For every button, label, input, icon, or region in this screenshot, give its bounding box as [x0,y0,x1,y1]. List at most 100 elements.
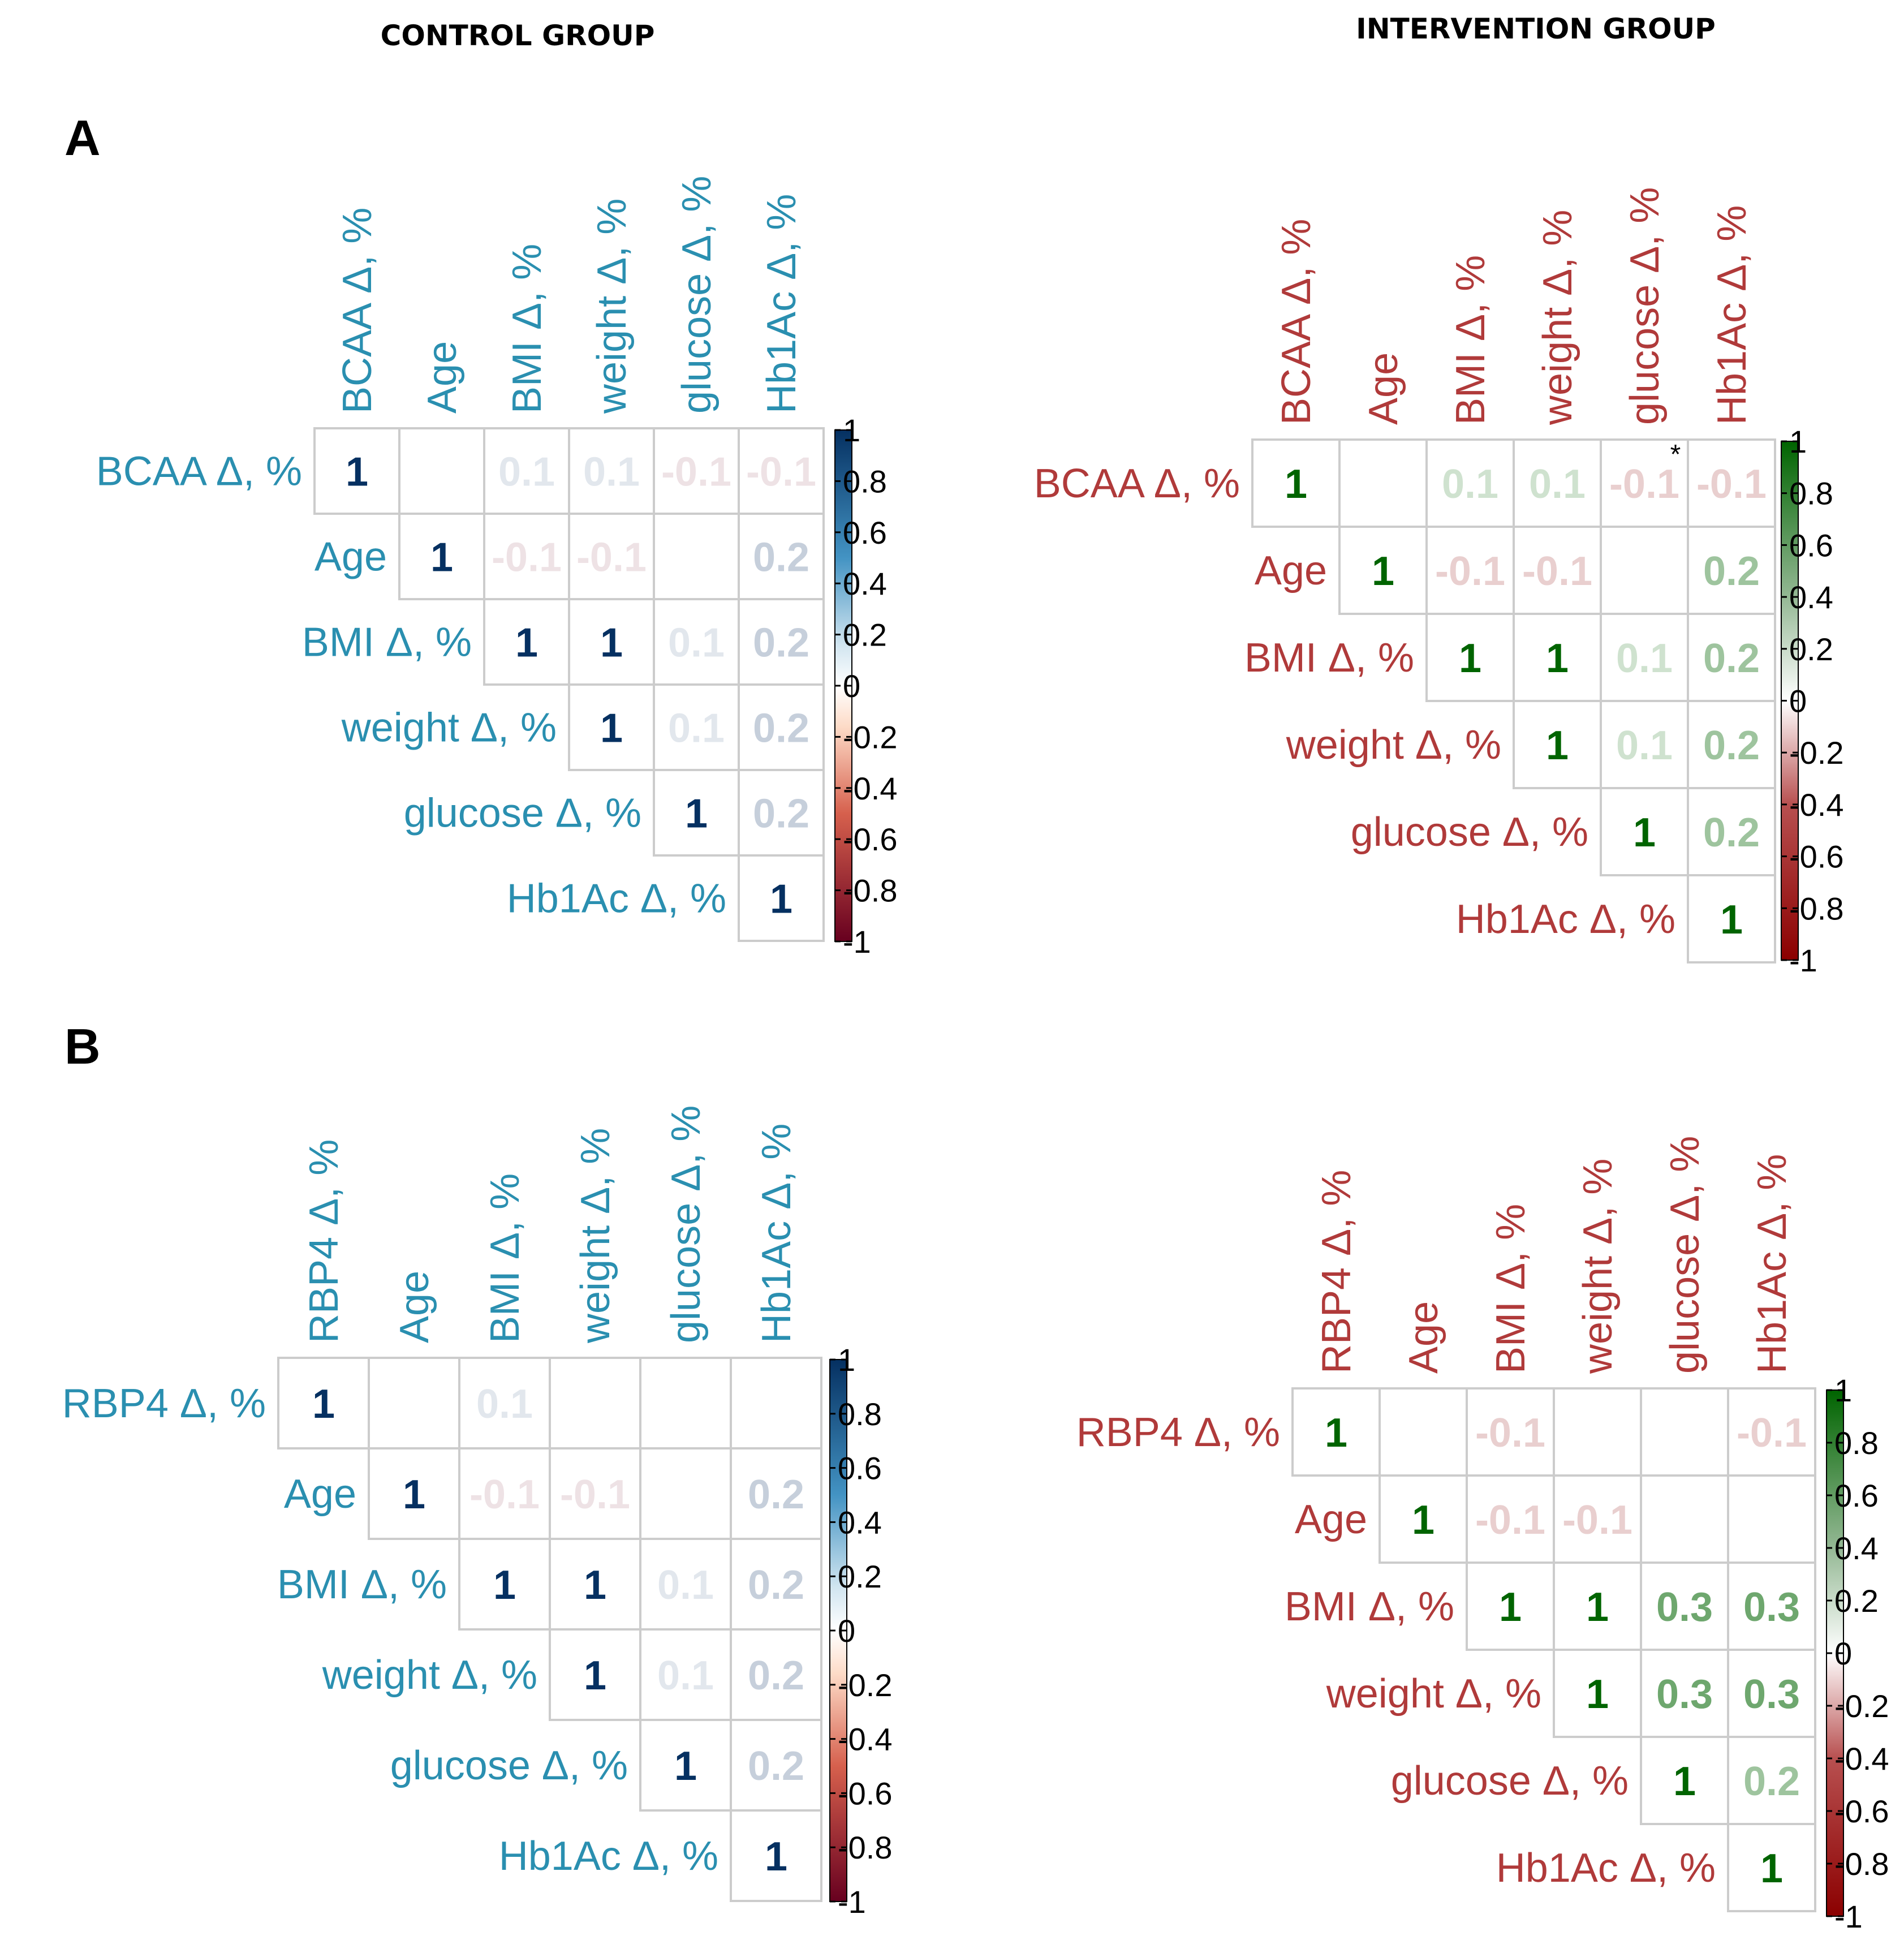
colorbar-tick-label: -0.6 [1789,839,1844,875]
cell-value: -0.1 [1475,1498,1545,1543]
cell-value: -0.1 [576,535,647,580]
cell-value: -0.1 [1562,1498,1632,1543]
cell-value: 0 [1760,1498,1783,1543]
cell-value: 1 [1285,462,1307,507]
column-label: Hb1Ac Δ, % [759,194,804,414]
cell-value: 1 [403,1472,425,1517]
correlation-matrix-a-intervention: 1 0 0.1 0.1 -0.1 -0.1 1 -0.1 -0.1 0 0.2 1 1 0.1 0.2 1 0.… [1034,187,1844,978]
cell-value: 1 [674,1744,697,1789]
colorbar-tick-label: -0.6 [843,821,898,857]
cell-value: 1 [1586,1672,1609,1717]
matrix-cell [1727,1823,1816,1912]
cell-value: 1 [312,1382,335,1427]
cell-value: 0.2 [753,621,809,666]
panel-letter-b: B [64,1018,101,1074]
column-label: Hb1Ac Δ, % [1709,205,1755,425]
colorbar-tick-label: -0.4 [838,1722,893,1757]
row-label: RBP4 Δ, % [62,1381,266,1426]
column-label: Hb1Ac Δ, % [1750,1154,1795,1374]
cell-value: 0 [1412,1410,1435,1456]
column-label: BMI Δ, % [1488,1204,1533,1374]
column-label: Age [392,1271,437,1343]
cell-value: -0.1 [560,1472,630,1517]
colorbar-tick-label: -0.2 [1789,735,1844,771]
row-label: Age [1255,548,1327,593]
panel-letter-a: A [64,110,101,166]
row-label: Age [284,1472,356,1517]
cell-value: -0.1 [746,450,816,495]
column-label: BMI Δ, % [505,244,550,414]
cell-value: 0.3 [1656,1585,1713,1630]
colorbar-tick-label: -1 [1789,943,1817,978]
colorbar-tick-label: 1 [1834,1373,1852,1408]
row-label: RBP4 Δ, % [1076,1410,1280,1455]
colorbar-tick-label: -0.8 [838,1830,893,1865]
matrix-cell [738,854,825,942]
colorbar-tick-label: 0.6 [1834,1478,1879,1513]
colorbar-tick-label: -0.2 [1834,1688,1889,1724]
cell-value: 0 [1673,1498,1696,1543]
colorbar-tick-label: 1 [1789,424,1807,459]
cell-value: 1 [1459,636,1481,681]
colorbar-tick-label: 0.2 [1789,631,1833,667]
cell-value: 0.2 [1703,723,1760,768]
colorbar-tick-label: 0.6 [1789,527,1833,563]
column-label: BMI Δ, % [483,1173,528,1343]
row-label: glucose Δ, % [1391,1758,1629,1804]
column-label: RBP4 Δ, % [1314,1170,1359,1374]
cell-value: 1 [584,1563,606,1608]
row-label: BMI Δ, % [1244,635,1414,681]
colorbar-tick-label: -0.6 [838,1775,893,1811]
colorbar-tick-label: -0.8 [843,873,898,909]
cell-value: 0.2 [748,1744,804,1789]
colorbar-tick-label: -0.6 [1834,1793,1889,1829]
cell-value: 0.2 [748,1653,804,1698]
correlation-matrix-b-intervention: 1 0 -0.1 0 0 -0.1 1 -0.1 -0.1 0 0 1 1 0.3 0.3 1 0.3 0.3 1 0… [1076,1136,1889,1934]
column-label: glucose Δ, % [664,1106,709,1343]
cell-value: 0.2 [753,792,809,837]
correlation-matrix-b-control: 1 0 0.1 0 0 0 1 -0.1 -0.1 0 0.2 1 1 0.1 0.2 1 0.1 0.2 1 0.2… [62,1106,893,1920]
colorbar-tick-label: -1 [843,924,871,960]
cell-value: 0.2 [753,706,809,751]
cell-value: 0 [674,1472,697,1517]
row-label: weight Δ, % [341,706,557,751]
cell-value: 0 [430,450,453,495]
colorbar-tick-label: 0.4 [843,566,887,601]
cell-value: 1 [1372,549,1394,594]
column-label: glucose Δ, % [1622,187,1668,425]
row-label: weight Δ, % [1286,722,1501,768]
colorbar-tick-label: 0.8 [843,463,887,499]
cell-value: -0.1 [492,535,562,580]
colorbar-tick-label: 0 [1789,683,1807,719]
column-label: Age [1401,1301,1446,1374]
cell-value: 0.1 [1616,636,1673,681]
cell-value: 0 [1586,1410,1609,1456]
cell-value: -0.1 [469,1472,540,1517]
row-label: glucose Δ, % [390,1743,628,1788]
cell-value: 0 [685,535,708,580]
colorbar-tick-label: 1 [838,1342,855,1378]
row-label: Hb1Ac Δ, % [499,1834,718,1879]
colorbar-tick-label: -1 [838,1884,866,1920]
column-label: RBP4 Δ, % [301,1139,347,1343]
row-label: Age [315,535,387,580]
colorbar-tick-label: 0.8 [1789,476,1833,511]
row-label: BCAA Δ, % [1034,461,1240,506]
cell-value: 1 [1720,897,1743,943]
column-label: Age [1361,352,1406,425]
column-label: weight Δ, % [1575,1159,1621,1374]
cell-value: 0 [765,1382,787,1427]
cell-value: 0.1 [1442,462,1498,507]
row-label: Hb1Ac Δ, % [507,876,726,922]
cell-value: 0.2 [748,1563,804,1608]
cell-value: -0.1 [1435,549,1505,594]
cell-value: 0.1 [668,621,725,666]
cell-value: 0 [1673,1410,1696,1456]
cell-value: 1 [1673,1759,1696,1804]
cell-value: 0 [1372,462,1394,507]
colorbar-tick-label: -0.2 [838,1667,893,1703]
cell-value: 1 [1760,1846,1783,1891]
cell-value: 1 [1546,723,1569,768]
colorbar-tick-label: 0.2 [1834,1583,1879,1619]
column-label: Age [420,341,465,414]
